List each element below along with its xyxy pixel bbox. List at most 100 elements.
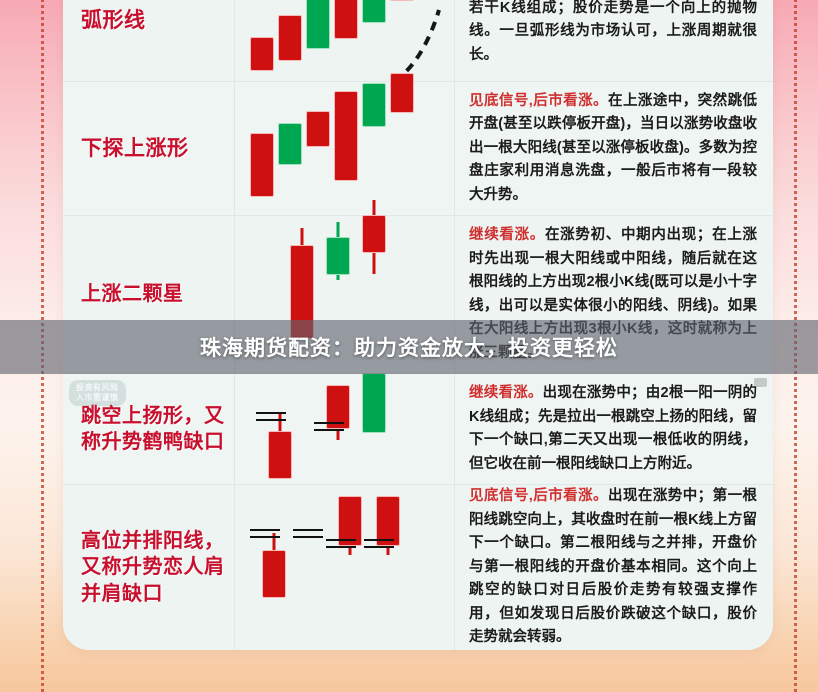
gap-marker [364,539,394,541]
row-2-body: 在上涨途中，突然跳低开盘(甚至以跌停板开盘)，当日以涨势收盘收出一根大阳线(甚至… [469,92,758,203]
row-4-desc-cell: 继续看涨。出现在涨势中；由2根一阳一阴的K线组成；先是拉出一根跳空上扬的阳线，留… [455,374,773,484]
candle-body [363,374,385,433]
candle-body [291,246,313,339]
candle-body [307,0,329,48]
row-2-label-cell: 下探上涨形 [63,81,235,216]
row-5-description: 见底信号,后市看涨。出现在涨势中；第一根阳线跳空向上，其收盘时在前一根K线上方留… [469,485,757,649]
candle-body [307,111,329,146]
candle-body [263,551,285,597]
row-4-label: 跳空上扬形，又称升势鹤鸭缺口 [81,404,225,454]
gap-marker [250,529,280,531]
row-2-desc-cell: 见底信号,后市看涨。在上涨途中，突然跳低开盘(甚至以跌停板开盘)，当日以涨势收盘… [455,82,773,215]
candle-body [251,133,273,196]
row-4-label-cell: 投资有风险 入市需谨慎 跳空上扬形，又称升势鹤鸭缺口 [63,374,235,484]
row-1-body: 在涨势初期出现；由若干K线组成；股价走势是一个向上的抛物线。一旦弧形线为市场认可… [469,0,757,63]
row-5-highlight: 见底信号,后市看涨。 [469,488,608,505]
candlestick-bearish [327,216,349,373]
candlestick-bullish [269,374,291,484]
gap-marker [293,529,323,531]
pattern-row-2: 下探上涨形 见底信号,后市看涨。在上涨途中，突然跳低开盘(甚至以跌停板开盘)，当… [63,73,773,217]
row-1-label: 弧形线 [81,8,146,32]
candlestick-bullish [263,485,285,650]
candle-body [251,38,273,70]
candlestick-bullish [251,0,273,81]
row-3-label-cell: 上涨二颗星 [63,216,235,374]
gap-marker [326,546,356,548]
candle-wick [278,414,282,435]
row-4-description: 继续看涨。出现在涨势中；由2根一阳一阴的K线组成；先是拉出一根跳空上扬的阳线，留… [469,382,757,476]
pattern-row-1: 弧形线 见底信号，后市看涨。在涨势初期出现；由若干K线组成；股价走势是一个向上的… [63,0,773,95]
candlestick-bullish [335,82,357,215]
row-1-desc-cell: 见底信号，后市看涨。在涨势初期出现；由若干K线组成；股价走势是一个向上的抛物线。… [455,0,773,81]
candlestick-bullish [363,200,385,373]
row-1-label-cell: 弧形线 [63,0,235,81]
row-4-highlight: 继续看涨。 [469,385,543,402]
row-5-label-cell: 高位并排阳线，又称升势恋人肩并肩缺口 [63,485,235,650]
corner-badge-icon [754,378,767,388]
row-2-label: 下探上涨形 [81,136,189,160]
row-4-chart [235,374,455,484]
candle-wick [386,543,390,555]
pattern-row-4: 投资有风险 入市需谨慎 跳空上扬形，又称升势鹤鸭缺口 继续看涨。出现在涨势中；由… [63,374,773,485]
candlestick-bullish [377,485,399,650]
candle-wick [336,426,340,441]
candle-body [327,238,349,275]
row-5-label: 高位并排阳线，又称升势恋人肩并肩缺口 [81,529,225,605]
candle-body [335,0,357,38]
row-5-body: 出现在涨势中；第一根阳线跳空向上，其收盘时在前一根K线上方留下一个缺口。第二根阳… [469,488,758,646]
row-3-label: 上涨二颗星 [81,283,184,306]
row-1-description: 见底信号，后市看涨。在涨势初期出现；由若干K线组成；股价走势是一个向上的抛物线。… [469,0,757,67]
candlestick-bearish [363,0,385,81]
gap-marker [314,429,344,432]
candle-body [363,216,385,253]
candle-body [335,91,357,180]
candlestick-bearish [279,82,301,215]
row-2-description: 见底信号,后市看涨。在上涨途中，突然跳低开盘(甚至以跌停板开盘)，当日以涨势收盘… [469,90,757,207]
gap-marker [250,536,280,538]
candlestick-bullish [391,73,413,215]
candlestick-bearish [363,82,385,215]
candle-body [279,123,301,164]
gap-marker [293,536,323,538]
row-1-chart [235,0,455,95]
row-4-body: 出现在涨势中；由2根一阳一阴的K线组成；先是拉出一根跳空上扬的阳线，留下一个缺口… [469,385,757,472]
candlestick-bullish [327,374,349,484]
candlestick-bullish [291,216,313,373]
gap-marker [314,422,344,425]
row-2-highlight: 见底信号,后市看涨。 [469,92,608,109]
row-5-desc-cell: 见底信号,后市看涨。出现在涨势中；第一根阳线跳空向上，其收盘时在前一根K线上方留… [455,485,773,650]
pattern-row-5: 高位并排阳线，又称升势恋人肩并肩缺口 见底信号,后市看涨。出现在涨势中；第一根阳… [63,485,773,650]
candle-body [279,16,301,60]
candlestick-bullish [339,485,361,650]
row-3-chart [235,200,455,374]
risk-watermark-line1: 投资有风险 [76,383,119,393]
promo-banner-text: 珠海期货配资：助力资金放大，投资更轻松 [200,337,618,360]
row-3-highlight: 继续看涨。 [469,227,545,244]
candle-body [363,83,385,126]
gap-marker [256,419,286,422]
gap-marker [256,412,286,415]
candle-body [269,432,291,479]
candle-wick [300,228,304,251]
candle-wick [348,543,352,555]
candle-body [339,497,361,545]
pattern-rows: 弧形线 见底信号，后市看涨。在涨势初期出现；由若干K线组成；股价走势是一个向上的… [63,0,773,650]
candle-body [377,497,399,545]
candlestick-bullish [307,82,329,215]
candlestick-bullish [251,82,273,215]
risk-watermark: 投资有风险 入市需谨慎 [69,380,126,407]
candlestick-bearish [363,374,385,484]
candlestick-bearish [307,0,329,81]
row-5-chart [235,485,455,650]
promo-banner-overlay: 珠海期货配资：助力资金放大，投资更轻松 [0,320,818,374]
candle-wick [272,533,276,553]
candlestick-bullish [335,0,357,81]
candle-body [391,73,413,112]
gap-marker [326,539,356,541]
risk-watermark-line2: 入市需谨慎 [76,393,119,403]
gap-marker [364,546,394,548]
row-2-chart [235,73,455,216]
candle-body [363,0,385,22]
candle-body [327,386,349,429]
candlestick-bullish [279,0,301,81]
